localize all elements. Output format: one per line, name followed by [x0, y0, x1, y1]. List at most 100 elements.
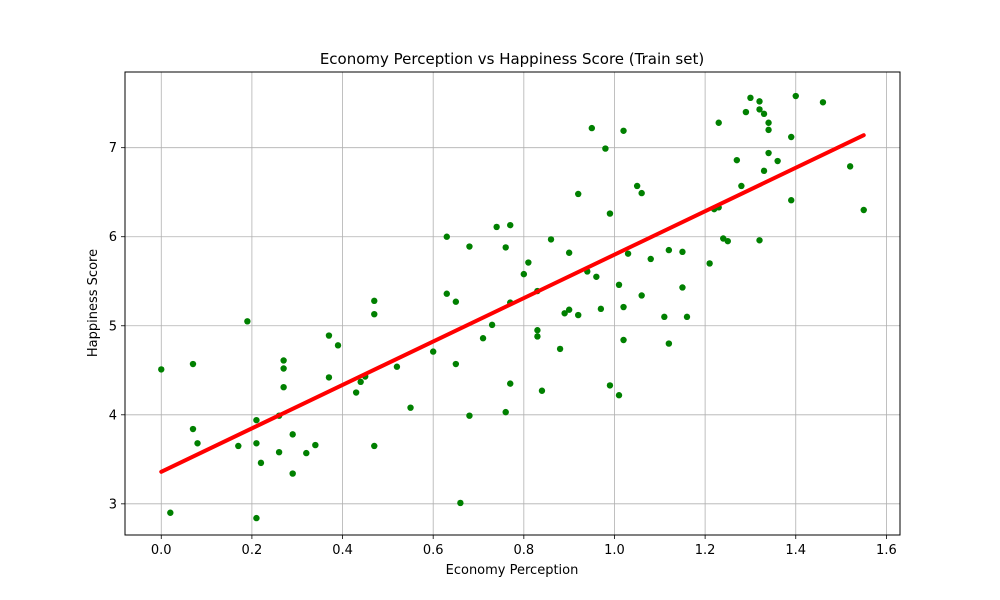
data-point	[352, 389, 360, 396]
data-point	[774, 157, 781, 165]
data-point	[325, 374, 333, 381]
data-point	[665, 246, 673, 254]
data-point	[765, 126, 772, 134]
data-point	[253, 440, 260, 447]
data-point	[466, 412, 473, 419]
data-point	[588, 124, 596, 132]
data-point	[312, 441, 319, 449]
data-point	[244, 318, 251, 325]
data-point	[620, 336, 627, 344]
data-point	[819, 99, 827, 106]
data-point	[158, 366, 165, 373]
data-point	[534, 333, 541, 340]
x-axis-ticks: 0.0 0.2 0.4 0.6 0.8 1.0 1.2 1.4 1.6	[151, 535, 897, 558]
scatter-points	[158, 92, 867, 522]
data-point	[393, 363, 401, 370]
data-point	[429, 348, 437, 355]
data-point	[280, 357, 287, 364]
data-point	[466, 243, 473, 250]
data-point	[303, 449, 310, 457]
y-axis-title: Happiness Score	[86, 249, 101, 357]
plot-frame	[124, 71, 901, 536]
data-point	[194, 440, 201, 447]
x-tick-label: 1.2	[695, 543, 716, 558]
data-point	[371, 442, 378, 450]
data-point	[507, 380, 514, 387]
data-point	[765, 119, 772, 126]
y-tick-label: 6	[109, 230, 117, 245]
data-point	[756, 98, 763, 105]
data-point	[289, 431, 296, 438]
y-tick-label: 3	[109, 497, 117, 512]
data-point	[443, 233, 450, 240]
data-point	[747, 94, 754, 102]
data-point	[665, 340, 673, 347]
data-point	[765, 149, 772, 157]
chart-title: Economy Perception vs Happiness Score (T…	[320, 50, 704, 68]
data-point	[534, 327, 541, 334]
data-point	[257, 459, 265, 467]
data-point	[507, 221, 514, 229]
x-tick-label: 0.4	[332, 543, 353, 558]
grid	[125, 72, 900, 535]
data-point	[760, 110, 768, 118]
data-point	[602, 145, 609, 152]
data-point	[606, 382, 614, 389]
data-point	[253, 514, 260, 522]
x-tick-label: 0.8	[513, 543, 534, 558]
data-point	[679, 284, 686, 291]
data-point	[547, 236, 555, 243]
data-point	[357, 378, 364, 386]
y-tick-label: 4	[109, 408, 117, 423]
data-point	[565, 249, 573, 256]
x-tick-label: 0.2	[242, 543, 263, 558]
data-point	[556, 345, 564, 353]
data-point	[189, 360, 197, 368]
x-tick-label: 1.6	[876, 543, 897, 558]
data-point	[724, 237, 731, 245]
data-point	[525, 259, 532, 266]
data-point	[235, 442, 242, 450]
data-point	[407, 404, 414, 411]
data-point	[706, 260, 713, 267]
x-tick-label: 0.0	[151, 543, 172, 558]
regression-line	[159, 133, 866, 474]
data-point	[742, 108, 750, 116]
data-point	[275, 448, 283, 456]
data-point	[733, 156, 741, 164]
y-tick-label: 5	[109, 319, 117, 334]
data-point	[443, 290, 450, 297]
data-point	[620, 303, 627, 311]
data-point	[756, 106, 763, 113]
data-point	[167, 509, 174, 516]
x-axis-title: Economy Perception	[446, 563, 579, 578]
data-point	[760, 167, 768, 175]
data-point	[325, 332, 333, 339]
data-point	[371, 297, 378, 305]
data-point	[488, 321, 496, 329]
data-point	[538, 387, 546, 394]
data-point	[502, 408, 509, 416]
data-point	[575, 190, 582, 198]
data-point	[661, 313, 668, 321]
data-point	[457, 499, 464, 507]
data-point	[561, 310, 568, 317]
y-axis-ticks: 3 4 5 6 7	[109, 141, 125, 512]
data-point	[189, 425, 197, 433]
data-point	[565, 306, 573, 313]
regression-line-path	[159, 133, 866, 474]
data-point	[502, 244, 509, 251]
data-point	[638, 292, 645, 299]
data-point	[738, 182, 745, 190]
data-point	[638, 189, 645, 197]
data-point	[679, 248, 686, 256]
data-point	[860, 206, 867, 214]
data-point	[615, 281, 623, 289]
data-point	[479, 335, 487, 342]
data-point	[289, 470, 296, 477]
data-point	[633, 182, 641, 190]
data-point	[615, 392, 623, 399]
data-point	[756, 237, 763, 244]
data-point	[593, 273, 600, 280]
